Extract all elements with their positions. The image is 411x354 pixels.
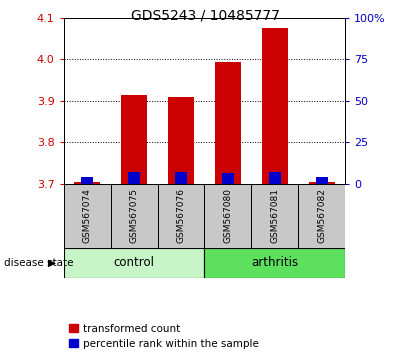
Text: ▶: ▶ [48, 258, 55, 268]
Bar [262, 28, 288, 184]
Bar [168, 97, 194, 184]
Text: control: control [113, 256, 155, 269]
Text: GDS5243 / 10485777: GDS5243 / 10485777 [131, 9, 280, 23]
Legend: transformed count, percentile rank within the sample: transformed count, percentile rank withi… [69, 324, 259, 349]
Bar [215, 62, 241, 184]
Bar [205, 184, 252, 248]
Bar [269, 172, 281, 184]
Text: GSM567080: GSM567080 [224, 188, 233, 244]
Bar [205, 248, 345, 278]
Bar [74, 182, 100, 184]
Bar [128, 172, 140, 184]
Bar [316, 177, 328, 184]
Text: GSM567075: GSM567075 [129, 188, 139, 244]
Bar [121, 95, 147, 184]
Bar [222, 173, 234, 184]
Bar [64, 248, 204, 278]
Bar [81, 177, 93, 184]
Text: GSM567074: GSM567074 [83, 188, 92, 244]
Bar [175, 172, 187, 184]
Bar [309, 182, 335, 184]
Bar [252, 184, 298, 248]
Bar [298, 184, 345, 248]
Bar [157, 184, 205, 248]
Text: GSM567076: GSM567076 [176, 188, 185, 244]
Text: GSM567081: GSM567081 [270, 188, 279, 244]
Text: GSM567082: GSM567082 [317, 188, 326, 244]
Bar [111, 184, 157, 248]
Text: disease state: disease state [4, 258, 74, 268]
Bar [64, 184, 111, 248]
Text: arthritis: arthritis [251, 256, 298, 269]
